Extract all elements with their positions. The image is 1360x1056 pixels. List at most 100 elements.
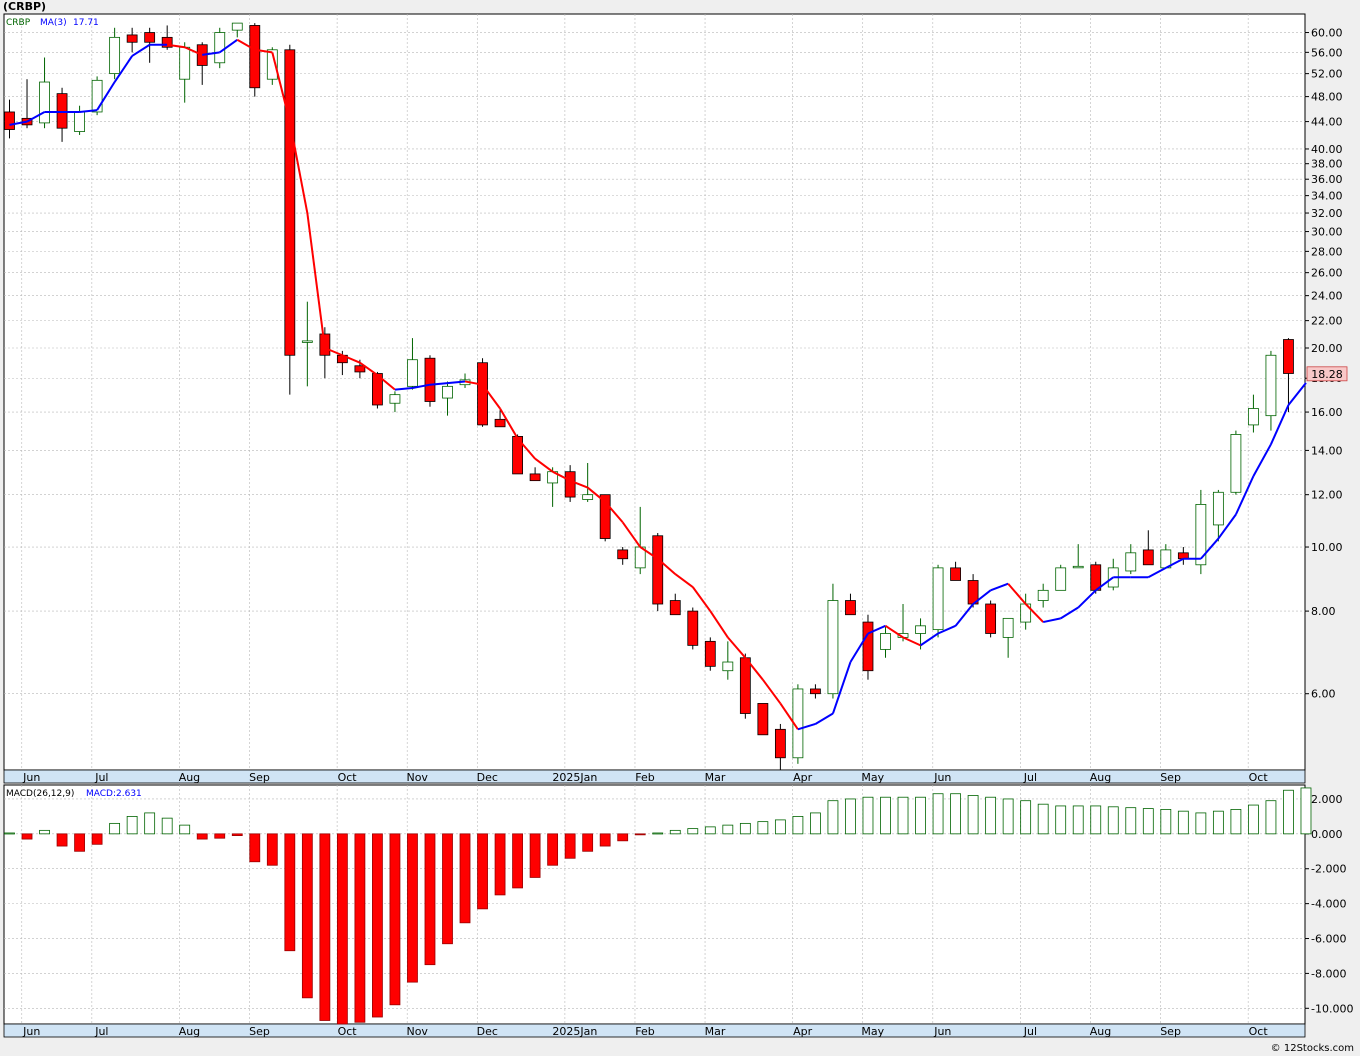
- candle-down: [477, 362, 488, 426]
- macd-bar-positive: [1195, 812, 1207, 835]
- moving-average-segment: [236, 38, 256, 51]
- candle-up: [932, 567, 944, 631]
- macd-bar-positive: [1212, 810, 1224, 835]
- moving-average-segment: [1200, 537, 1220, 560]
- moving-average-segment: [674, 573, 694, 588]
- candle-down: [372, 373, 383, 406]
- moving-average-segment: [902, 636, 921, 647]
- price-tick-label: 8.00: [1311, 605, 1336, 618]
- x-tick-label: Sep: [1160, 1025, 1181, 1038]
- macd-bar-positive: [704, 826, 716, 835]
- candle-down: [862, 621, 874, 672]
- candle-down: [617, 549, 629, 560]
- candle-down: [1142, 549, 1154, 566]
- macd-bar-positive: [1107, 806, 1119, 835]
- candle-down: [56, 93, 68, 129]
- moving-average-segment: [990, 582, 1009, 592]
- moving-average-segment: [481, 384, 501, 410]
- candle-down: [652, 535, 664, 605]
- moving-average-segment: [954, 603, 974, 627]
- price-tick-label: 44.00: [1311, 116, 1343, 129]
- moving-average-segment: [167, 43, 185, 49]
- macd-bar-positive: [652, 832, 664, 835]
- moving-average-segment: [184, 46, 203, 56]
- macd-bar-positive: [1055, 805, 1067, 835]
- price-tick-label: 6.00: [1311, 688, 1336, 701]
- moving-average-segment: [744, 657, 764, 681]
- moving-average-segment: [202, 51, 220, 56]
- macd-bar-negative: [214, 833, 226, 839]
- candle-up: [74, 111, 85, 132]
- moving-average-segment: [359, 361, 378, 376]
- x-tick-label: Apr: [793, 1025, 813, 1038]
- macd-bar-positive: [950, 793, 961, 835]
- macd-tick-label: -8.000: [1311, 967, 1346, 980]
- macd-bar-positive: [1177, 810, 1189, 835]
- macd-legend-label: MACD(26,12,9): [6, 789, 74, 799]
- moving-average-segment: [1165, 557, 1184, 569]
- macd-bar-positive: [179, 824, 191, 835]
- macd-bar-positive: [669, 829, 681, 835]
- last-price-label: 18.28: [1311, 368, 1343, 381]
- candle-down: [669, 600, 681, 616]
- x-tick-label: Mar: [705, 1025, 726, 1038]
- moving-average-segment: [254, 48, 273, 54]
- candle-down: [161, 36, 173, 48]
- moving-average-segment: [919, 632, 939, 647]
- candle-down: [1283, 339, 1294, 374]
- price-tick-label: 28.00: [1311, 245, 1343, 258]
- x-tick-label: Jun: [22, 771, 40, 784]
- macd-bar-negative: [91, 833, 103, 845]
- x-tick-label: Dec: [477, 771, 498, 784]
- moving-average-segment: [762, 679, 782, 705]
- candle-up: [389, 394, 401, 404]
- moving-average-segment: [639, 546, 659, 560]
- x-tick-label: Jun: [933, 1025, 951, 1038]
- macd-bar-positive: [845, 798, 856, 835]
- macd-bar-negative: [599, 833, 611, 847]
- macd-bar-negative: [354, 833, 366, 1023]
- x-tick-label: Oct: [1249, 771, 1269, 784]
- candle-down: [354, 365, 366, 373]
- price-tick-label: 48.00: [1311, 91, 1343, 104]
- macd-bar-positive: [687, 828, 699, 835]
- macd-bar-positive: [827, 800, 839, 835]
- candle-down: [284, 49, 296, 356]
- moving-average-segment: [113, 55, 133, 83]
- x-tick-label: Jun: [933, 771, 951, 784]
- x-tick-label: 2025Jan: [552, 1025, 597, 1038]
- moving-average-segment: [621, 521, 642, 548]
- candle-up: [179, 46, 191, 80]
- macd-bar-negative: [424, 833, 436, 966]
- moving-average-segment: [814, 712, 834, 725]
- moving-average-segment: [604, 501, 624, 523]
- macd-bar-negative: [319, 833, 331, 1021]
- moving-average-segment: [1077, 589, 1097, 609]
- candle-up: [1195, 504, 1207, 566]
- x-tick-label: Mar: [705, 771, 726, 784]
- macd-bar-positive: [915, 796, 926, 835]
- macd-bar-negative: [372, 833, 383, 1018]
- price-tick-label: 14.00: [1311, 444, 1343, 457]
- price-panel: [3, 13, 1306, 771]
- candle-up: [214, 32, 226, 64]
- macd-bar-negative: [529, 833, 541, 878]
- macd-bar-positive: [967, 795, 979, 835]
- moving-average-segment: [26, 111, 46, 123]
- x-tick-label: Sep: [249, 1025, 270, 1038]
- macd-bar-positive: [810, 812, 821, 835]
- price-tick-label: 56.00: [1311, 46, 1343, 59]
- moving-average-segment: [1095, 576, 1114, 592]
- moving-average-segment: [709, 610, 729, 638]
- macd-bar-positive: [1283, 789, 1294, 835]
- macd-bar-negative: [459, 833, 471, 924]
- x-tick-label: Jul: [1023, 771, 1037, 784]
- legend-ma-label: MA(3): [40, 18, 67, 28]
- price-tick-label: 24.00: [1311, 290, 1343, 303]
- x-tick-label: 2025Jan: [552, 771, 597, 784]
- moving-average-segment: [727, 636, 747, 659]
- macd-bar-negative: [196, 833, 208, 840]
- candle-up: [91, 79, 103, 113]
- macd-bar-positive: [1230, 809, 1242, 835]
- candle-up: [1072, 565, 1084, 569]
